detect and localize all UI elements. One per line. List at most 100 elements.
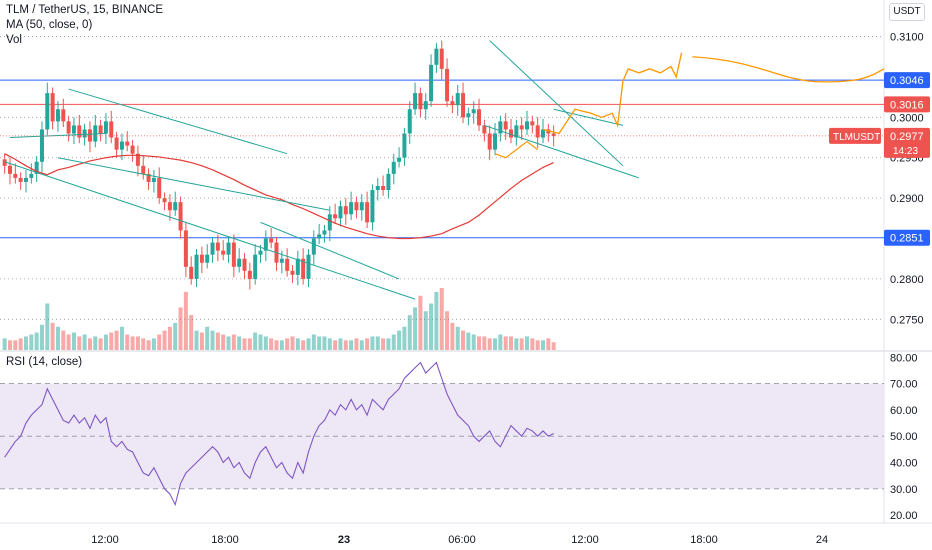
rsi-indicator-label: RSI (14, close)	[6, 356, 83, 368]
candle-body	[551, 133, 556, 136]
volume-bar	[381, 338, 386, 350]
volume-bar	[210, 330, 215, 350]
volume-bar	[397, 330, 402, 350]
candle-body	[55, 109, 60, 122]
trendline	[68, 88, 288, 155]
candle-body	[221, 250, 226, 255]
candle-body	[135, 153, 140, 166]
volume-bar	[285, 338, 290, 350]
candle-body	[493, 133, 498, 150]
volume-bar	[162, 330, 167, 350]
volume-bar	[535, 340, 540, 350]
candle-body	[477, 109, 482, 126]
candle-body	[103, 121, 108, 134]
candle-body	[402, 133, 407, 158]
volume-bar	[45, 303, 50, 350]
symbol-title: TLM / TetherUS, 15, BINANCE	[6, 4, 164, 16]
volume-bar	[119, 326, 124, 350]
volume-bar	[540, 340, 545, 350]
candle-body	[269, 238, 274, 243]
candle-body	[183, 230, 188, 267]
volume-bar	[498, 334, 503, 350]
candle-body	[503, 121, 508, 130]
candle-body	[429, 64, 434, 102]
candle-body	[61, 109, 66, 122]
volume-bar	[386, 338, 391, 350]
candle-body	[189, 266, 194, 279]
trendline	[9, 132, 106, 139]
trendline	[553, 108, 624, 126]
volume-bar	[327, 338, 332, 350]
candle-body	[295, 258, 300, 275]
volume-label: Vol	[6, 34, 22, 46]
volume-bar	[391, 334, 396, 350]
candle-body	[397, 157, 402, 162]
volume-bar	[226, 336, 231, 350]
volume-bar	[349, 340, 354, 350]
volume-bar	[317, 336, 322, 350]
symbol-tag-label: TLMUSDT	[833, 132, 880, 143]
volume-bar	[423, 311, 428, 350]
volume-bar	[365, 338, 370, 350]
time-tick-label: 23	[338, 534, 350, 546]
candle-body	[18, 177, 23, 182]
candle-body	[509, 129, 514, 138]
candle-body	[125, 141, 130, 146]
price-tick-label: 0.2750	[890, 314, 924, 326]
volume-bar	[221, 334, 226, 350]
candle-body	[514, 125, 519, 138]
price-tick-label: 0.3000	[890, 112, 924, 124]
candle-body	[546, 129, 551, 134]
volume-bar	[418, 295, 423, 350]
candle-body	[290, 270, 295, 275]
candle-body	[23, 177, 28, 182]
candle-body	[317, 234, 322, 239]
volume-bar	[493, 338, 498, 350]
ma-indicator-label: MA (50, close, 0)	[6, 19, 93, 31]
volume-bar	[13, 340, 18, 350]
volume-bar	[189, 315, 194, 350]
candle-body	[343, 206, 348, 215]
candle-body	[370, 190, 375, 223]
volume-bar	[322, 336, 327, 350]
volume-bar	[242, 338, 247, 350]
volume-bar	[487, 338, 492, 350]
candle-body	[109, 121, 114, 138]
candle-body	[455, 93, 460, 106]
trendline	[4, 161, 416, 300]
price-level-tag	[884, 229, 930, 246]
rsi-tick-label: 60.00	[890, 405, 918, 417]
volume-bar	[402, 326, 407, 350]
volume-bar	[338, 338, 343, 350]
countdown-label: 14:23	[893, 146, 918, 157]
candle-body	[34, 161, 39, 174]
time-tick-label: 12:00	[571, 534, 599, 546]
volume-bar	[290, 336, 295, 350]
candle-body	[130, 145, 135, 154]
volume-bar	[509, 336, 514, 350]
volume-bar	[295, 338, 300, 350]
candle-body	[525, 121, 530, 130]
volume-bar	[125, 334, 130, 350]
candle-body	[338, 206, 343, 219]
candle-body	[471, 109, 476, 114]
price-level-tag	[884, 96, 930, 113]
volume-bar	[87, 338, 92, 350]
volume-bar	[477, 336, 482, 350]
candle-body	[306, 254, 311, 279]
price-tick-label: 0.2800	[890, 274, 924, 286]
candle-body	[381, 186, 386, 191]
currency-button[interactable]: USDT	[889, 3, 925, 21]
trendline	[260, 221, 400, 280]
volume-bar	[77, 336, 82, 350]
volume-bar	[39, 324, 44, 350]
trendline	[484, 124, 640, 179]
candle-body	[375, 186, 380, 191]
candle-body	[418, 93, 423, 110]
volume-bar	[7, 340, 12, 350]
candle-body	[333, 214, 338, 219]
candle-body	[242, 258, 247, 271]
candle-body	[119, 141, 124, 150]
price-level-tag-label: 0.3046	[890, 75, 924, 87]
